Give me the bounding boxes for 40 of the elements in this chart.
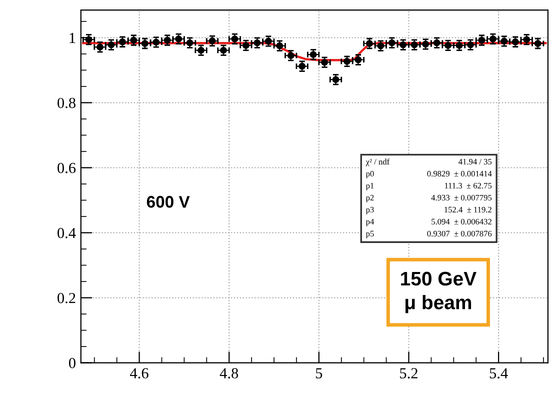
point: [118, 38, 126, 46]
point: [366, 40, 373, 47]
annotation: 150 GeV μ beam: [401, 272, 476, 314]
x-tick-label: 5.2: [400, 368, 418, 378]
annotation: p1: [366, 182, 374, 190]
point: [287, 52, 294, 59]
y-tick-label: 0: [68, 358, 76, 368]
annotation: p5: [366, 230, 374, 238]
y-tick-label: 0.6: [58, 162, 76, 174]
annotation: 0.9307 ± 0.007876: [427, 230, 492, 236]
point: [332, 76, 340, 84]
point: [489, 35, 496, 42]
x-tick-label: 5.4: [490, 368, 508, 378]
y-tick-label: 0.4: [58, 228, 76, 238]
point: [344, 58, 350, 65]
point: [175, 35, 182, 42]
annotation: χ² / ndf: [366, 158, 390, 166]
annotation: p4: [366, 218, 374, 226]
x-tick-label: 4.8: [220, 368, 238, 378]
annotation: 0.9829 ± 0.001414: [427, 170, 492, 177]
annotation: p0: [366, 170, 374, 178]
y-tick-label: 0.8: [58, 98, 76, 108]
x-tick-label: 5: [316, 368, 322, 378]
annotation: 152.4 ± 119.2: [444, 206, 492, 213]
point: [231, 35, 238, 42]
annotation: 5.094 ± 0.006432: [432, 218, 492, 225]
annotation: p3: [366, 206, 374, 214]
annotation: p2: [366, 194, 374, 202]
annotation: 111.3 ± 62.75: [444, 182, 492, 189]
point: [388, 39, 396, 46]
x-tick-label: 4.6: [130, 368, 148, 378]
y-tick-label: 1: [70, 32, 76, 43]
y-tick-label: 0.2: [58, 292, 76, 304]
point: [141, 40, 148, 47]
point: [422, 40, 430, 48]
annotation: 41.94 / 35: [458, 158, 492, 165]
annotation: 4.933 ± 0.007795: [431, 194, 492, 201]
annotation: 600 V: [146, 196, 190, 208]
point: [298, 62, 306, 70]
point: [444, 42, 452, 49]
